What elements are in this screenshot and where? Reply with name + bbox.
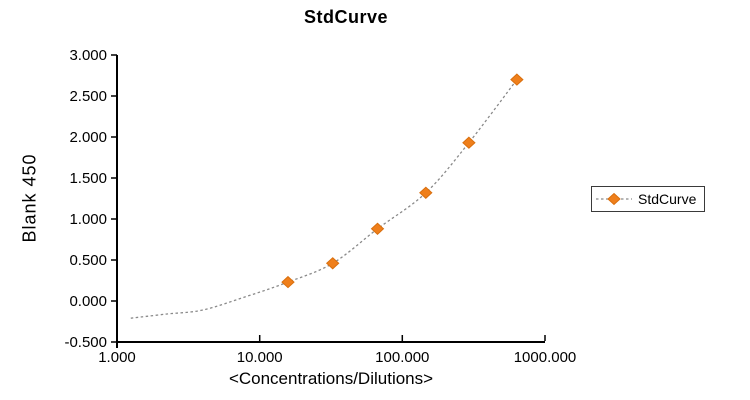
x-tick-label: 10.000 (237, 349, 283, 366)
y-tick-label: 1.500 (69, 170, 107, 187)
y-tick-label: -0.500 (64, 334, 107, 351)
legend-label: StdCurve (638, 191, 697, 207)
y-tick-label: 0.000 (69, 293, 107, 310)
x-axis-label: <Concentrations/Dilutions> (228, 369, 434, 388)
x-tick-label: 100.000 (375, 349, 429, 366)
y-tick-label: 1.000 (69, 211, 107, 228)
y-tick-label: 2.000 (69, 129, 107, 146)
legend-marker-icon (596, 192, 632, 206)
legend-diamond-sample (607, 192, 621, 206)
data-point-marker (510, 73, 524, 86)
data-point-marker (325, 257, 340, 270)
legend: StdCurve (591, 186, 705, 212)
x-tick-label: 1000.000 (514, 349, 577, 366)
fit-curve (130, 79, 518, 319)
chart-title: StdCurve (303, 7, 388, 27)
y-tick-label: 0.500 (69, 252, 107, 269)
data-point-marker (370, 222, 385, 235)
data-point-marker (419, 186, 433, 199)
y-tick-label: 3.000 (69, 47, 107, 64)
x-tick-label: 1.000 (98, 349, 136, 366)
data-point-marker (462, 136, 476, 149)
y-tick-label: 2.500 (69, 88, 107, 105)
data-point-marker (281, 275, 295, 289)
